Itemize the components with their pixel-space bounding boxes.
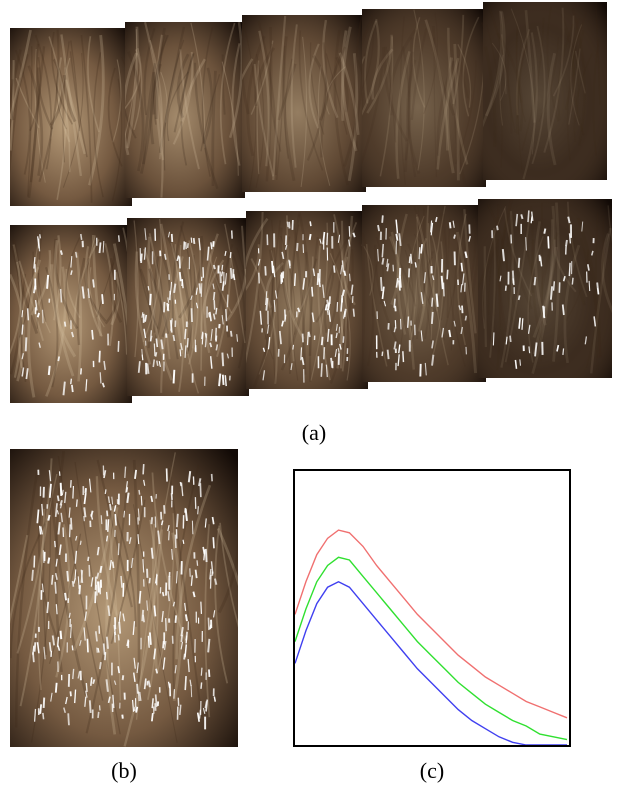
panel-c-plot-area [295, 529, 568, 745]
caption-b: (b) [111, 758, 137, 783]
panel-a-hair-image [242, 15, 366, 192]
panel-c-plot [293, 469, 571, 747]
panel-a-hair-image [478, 199, 612, 378]
panel-a-hair-image [362, 9, 486, 187]
caption-c: (c) [419, 758, 445, 783]
panel-b-hair-image [10, 449, 238, 747]
panel-a-hair-image [127, 218, 249, 396]
panel-a-hair-image [483, 2, 607, 180]
panel-a-hair-image [246, 211, 368, 389]
panel-a-hair-image [362, 205, 486, 382]
panel-a-hair-image [10, 225, 132, 403]
caption-a: (a) [301, 420, 327, 445]
panel-a-hair-image [125, 22, 245, 198]
chart-series-line-3 [295, 581, 567, 745]
chart-series-line-2 [295, 556, 568, 741]
chart-series-line-1 [295, 529, 568, 719]
panel-a-hair-image [10, 28, 132, 206]
